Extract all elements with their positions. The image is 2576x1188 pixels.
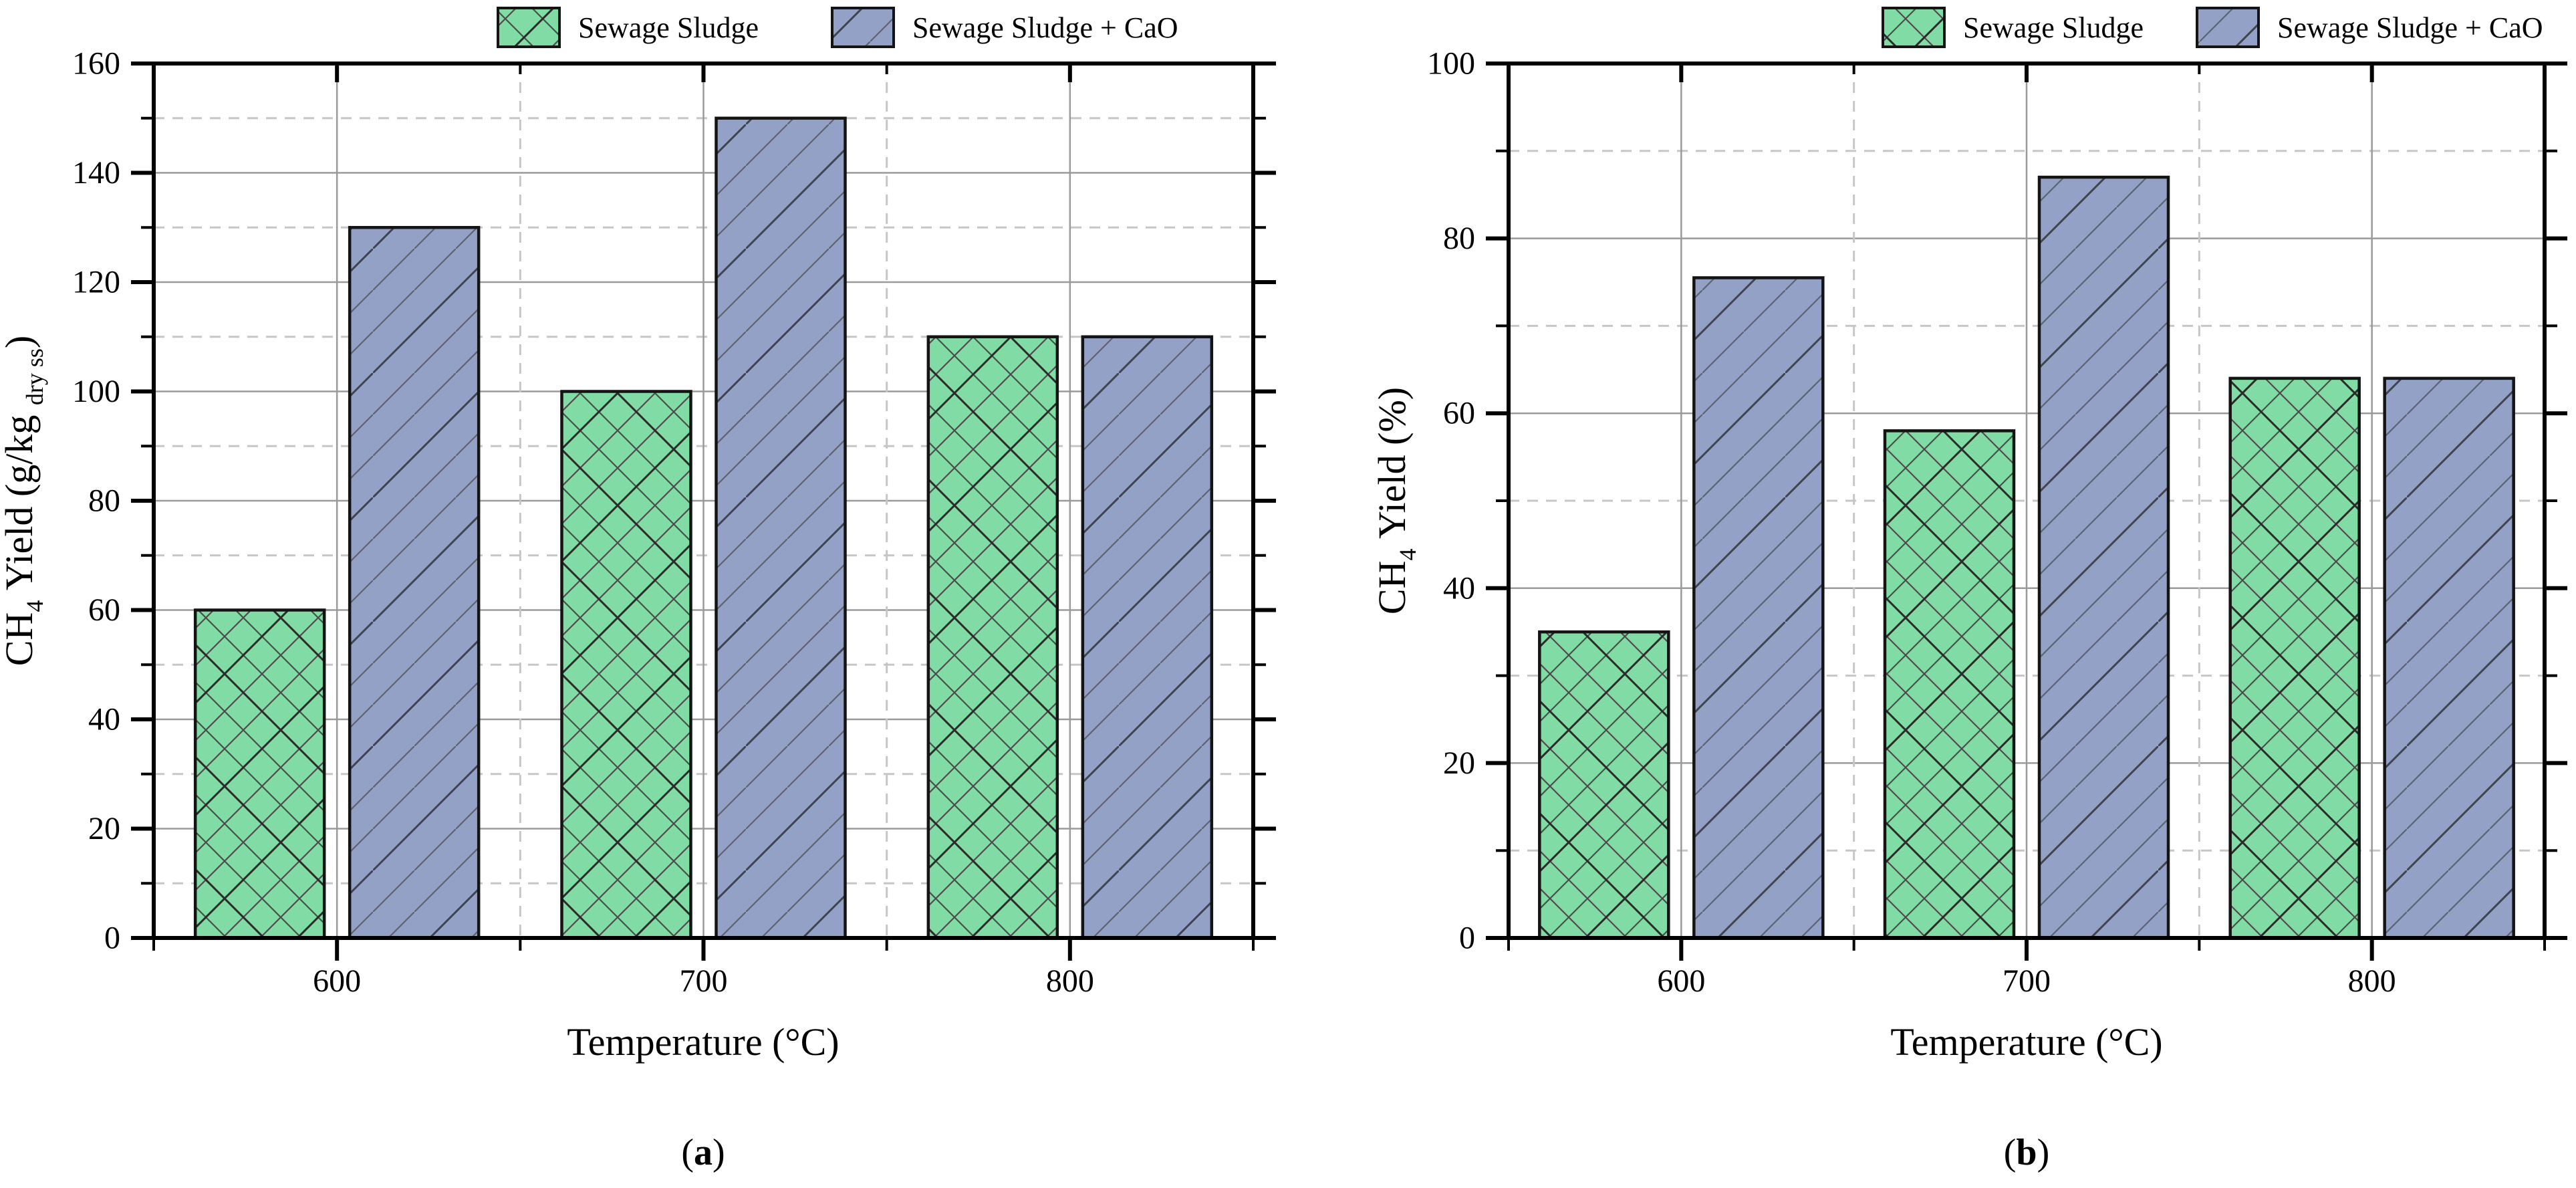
legend-swatch-green-border bbox=[1882, 7, 1946, 48]
y-axis-title: CH4 Yield (%) bbox=[1370, 387, 1421, 614]
green-bar-overlay bbox=[561, 391, 691, 938]
tick-labels-group: 0 20 40 60 80 100 120 140 160 600 700 800 bbox=[72, 46, 1094, 999]
legend-label-sewage-sludge: Sewage Sludge bbox=[578, 11, 759, 44]
legend-label-sewage-sludge-cao: Sewage Sludge + CaO bbox=[2277, 11, 2543, 44]
y-tick-label: 140 bbox=[72, 155, 120, 191]
green-bar-overlay bbox=[195, 610, 325, 938]
y-tick-label: 60 bbox=[88, 592, 120, 628]
y-tick-label: 80 bbox=[1443, 221, 1475, 256]
y-axis-title: CH4 Yield (g/kg dry ss) bbox=[0, 336, 48, 667]
y-tick-label: 100 bbox=[1427, 46, 1475, 82]
x-axis-title: Temperature (°C) bbox=[567, 1020, 839, 1064]
blue-bar-overlay bbox=[2039, 177, 2168, 938]
legend-item-sewage-sludge: Sewage Sludge bbox=[1882, 7, 2144, 48]
legend-label-sewage-sludge: Sewage Sludge bbox=[1963, 11, 2144, 44]
y-tick-label: 20 bbox=[1443, 745, 1475, 781]
chart-a: 0 20 40 60 80 100 120 140 160 600 700 800 Sewage Sl… bbox=[0, 7, 1276, 1173]
green-bar-overlay bbox=[1885, 431, 2014, 938]
gridlines-group bbox=[1509, 64, 2545, 938]
legend-item-sewage-sludge-cao: Sewage Sludge + CaO bbox=[831, 7, 1178, 48]
bars-group bbox=[1538, 175, 2515, 940]
blue-bar-overlay bbox=[1082, 336, 1212, 938]
legend: Sewage Sludge Sewage Sludge + CaO bbox=[497, 7, 1178, 48]
x-tick-label: 600 bbox=[313, 963, 361, 999]
y-tick-label: 0 bbox=[1459, 921, 1475, 956]
legend-swatch-blue-border bbox=[2196, 7, 2260, 48]
ticks-group bbox=[1486, 62, 2567, 961]
bars-group bbox=[193, 116, 1214, 940]
x-axis-title: Temperature (°C) bbox=[1890, 1020, 2162, 1064]
legend-swatch-green-overlay bbox=[498, 8, 559, 47]
green-bar-overlay bbox=[928, 336, 1057, 938]
legend-swatch-blue-overlay bbox=[2197, 8, 2259, 47]
green-bar-overlay bbox=[1539, 632, 1669, 938]
blue-bar-overlay bbox=[716, 118, 846, 938]
x-tick-label: 800 bbox=[1046, 963, 1094, 999]
legend-swatch-blue-border bbox=[831, 7, 895, 48]
x-tick-label: 800 bbox=[2348, 963, 2396, 999]
gridlines-group bbox=[154, 64, 1253, 938]
blue-bar-overlay bbox=[1694, 277, 1823, 939]
chart-b: 0 20 40 60 80 100 600 700 800 Sewage Sludge Sewa… bbox=[1370, 7, 2567, 1173]
blue-bar-overlay bbox=[2384, 378, 2514, 938]
x-tick-label: 700 bbox=[2003, 963, 2051, 999]
y-tick-label: 120 bbox=[72, 265, 120, 300]
y-tick-label: 100 bbox=[72, 374, 120, 409]
panel-caption: (b) bbox=[2004, 1132, 2049, 1173]
tick-labels-group: 0 20 40 60 80 100 600 700 800 bbox=[1427, 46, 2396, 999]
y-tick-label: 60 bbox=[1443, 396, 1475, 431]
panel-b: 0 20 40 60 80 100 600 700 800 Sewage Sludge Sewa… bbox=[1288, 0, 2576, 1188]
legend-item-sewage-sludge: Sewage Sludge bbox=[497, 7, 759, 48]
legend-item-sewage-sludge-cao: Sewage Sludge + CaO bbox=[2196, 7, 2543, 48]
y-tick-label: 20 bbox=[88, 811, 120, 846]
green-bar-overlay bbox=[2230, 378, 2359, 938]
legend-swatch-blue-overlay bbox=[832, 8, 894, 47]
y-tick-label: 40 bbox=[1443, 570, 1475, 606]
x-tick-label: 600 bbox=[1657, 963, 1705, 999]
legend-swatch-green-overlay bbox=[1883, 8, 1944, 47]
legend-swatch-green-border bbox=[497, 7, 561, 48]
legend-label-sewage-sludge-cao: Sewage Sludge + CaO bbox=[912, 11, 1178, 44]
x-tick-label: 700 bbox=[680, 963, 728, 999]
y-tick-label: 0 bbox=[104, 921, 120, 956]
blue-bar-overlay bbox=[350, 227, 479, 938]
panel-a: 0 20 40 60 80 100 120 140 160 600 700 800 Sewage Sl… bbox=[0, 7, 1276, 1173]
ticks-group bbox=[131, 62, 1276, 961]
y-tick-label: 80 bbox=[88, 483, 120, 519]
y-tick-label: 160 bbox=[72, 46, 120, 82]
panel-caption: (a) bbox=[681, 1132, 725, 1173]
y-tick-label: 40 bbox=[88, 702, 120, 737]
legend: Sewage Sludge Sewage Sludge + CaO bbox=[1882, 7, 2543, 48]
